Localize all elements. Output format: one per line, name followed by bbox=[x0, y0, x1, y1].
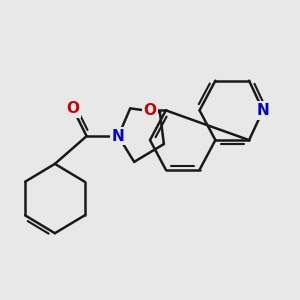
Text: N: N bbox=[112, 129, 125, 144]
Text: O: O bbox=[66, 101, 79, 116]
Text: N: N bbox=[256, 103, 269, 118]
Text: O: O bbox=[143, 103, 157, 118]
